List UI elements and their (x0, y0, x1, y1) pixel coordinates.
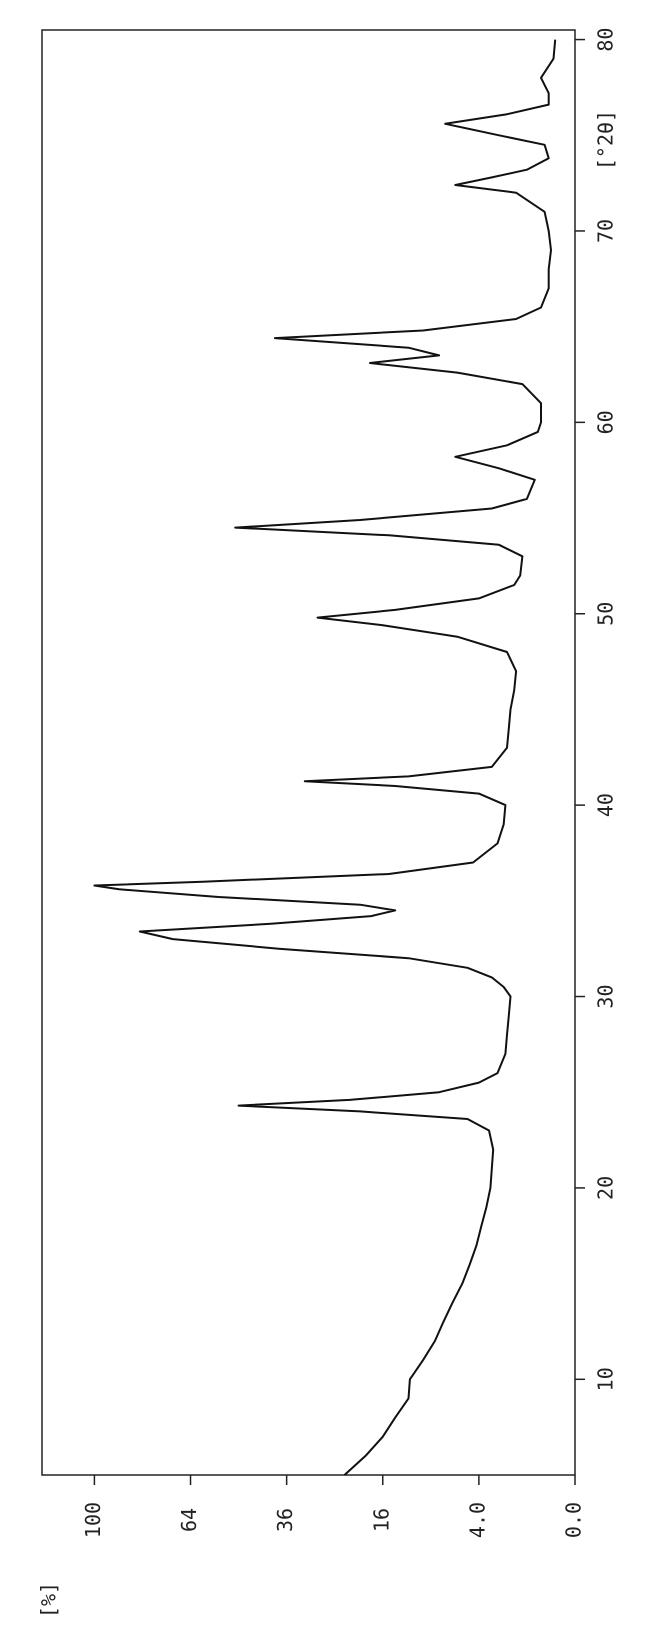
x-axis-label: [°2θ] (594, 110, 618, 170)
x-tick-label: 80 (594, 28, 618, 52)
x-tick-label: 10 (594, 1367, 618, 1391)
x-tick-label: 30 (594, 984, 618, 1008)
data-line (93, 39, 557, 1476)
plot-frame (41, 29, 576, 1476)
y-tick-label: 16 (369, 1508, 393, 1532)
x-tick-label: 40 (594, 793, 618, 817)
x-tick-label: 70 (594, 219, 618, 243)
y-tick-label: 36 (273, 1508, 297, 1532)
y-tick-label: 0.0 (562, 1502, 586, 1538)
y-tick-label: 4.0 (465, 1502, 489, 1538)
x-tick-label: 60 (594, 410, 618, 434)
y-tick-label: 64 (177, 1508, 201, 1532)
y-axis-label: [%] (37, 1582, 61, 1618)
y-tick-label: 100 (81, 1502, 105, 1538)
x-tick-label: 20 (594, 1176, 618, 1200)
x-tick-label: 50 (594, 602, 618, 626)
